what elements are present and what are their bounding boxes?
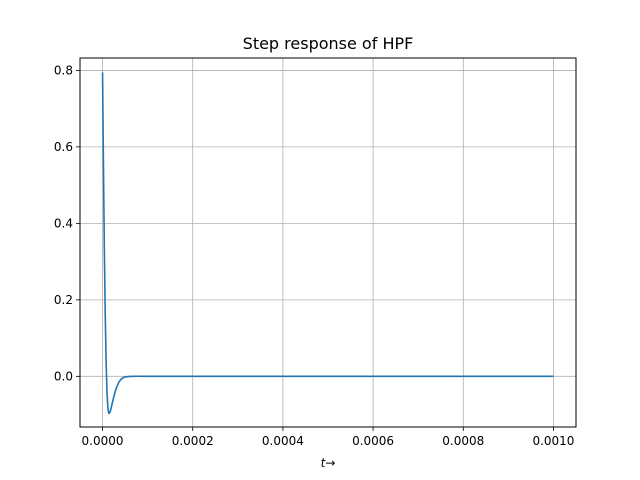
series-line [101, 72, 554, 415]
x-axis-label-variable: t [321, 456, 327, 470]
x-tick-label: 0.0010 [532, 434, 574, 448]
y-tick-label: 0.4 [54, 216, 73, 230]
y-tick-label: 0.0 [54, 369, 73, 383]
series-layer [101, 72, 554, 415]
chart-title: Step response of HPF [243, 34, 414, 53]
axes-frame [79, 57, 577, 428]
x-tick-label: 0.0004 [262, 434, 304, 448]
x-tick-label: 0.0008 [442, 434, 484, 448]
x-axis-label-arrow: → [325, 456, 335, 470]
x-tick-label: 0.0006 [352, 434, 394, 448]
tick-layer: 0.0000 0.0002 0.0004 0.0006 0.0008 0.0010 0.0 0… [54, 63, 575, 448]
x-tick-label: 0.0000 [82, 434, 124, 448]
y-tick-label: 0.8 [54, 63, 73, 77]
y-tick-label: 0.2 [54, 293, 73, 307]
x-tick-label: 0.0002 [172, 434, 214, 448]
y-tick-label: 0.6 [54, 140, 73, 154]
x-axis-label: t→ [321, 456, 336, 470]
